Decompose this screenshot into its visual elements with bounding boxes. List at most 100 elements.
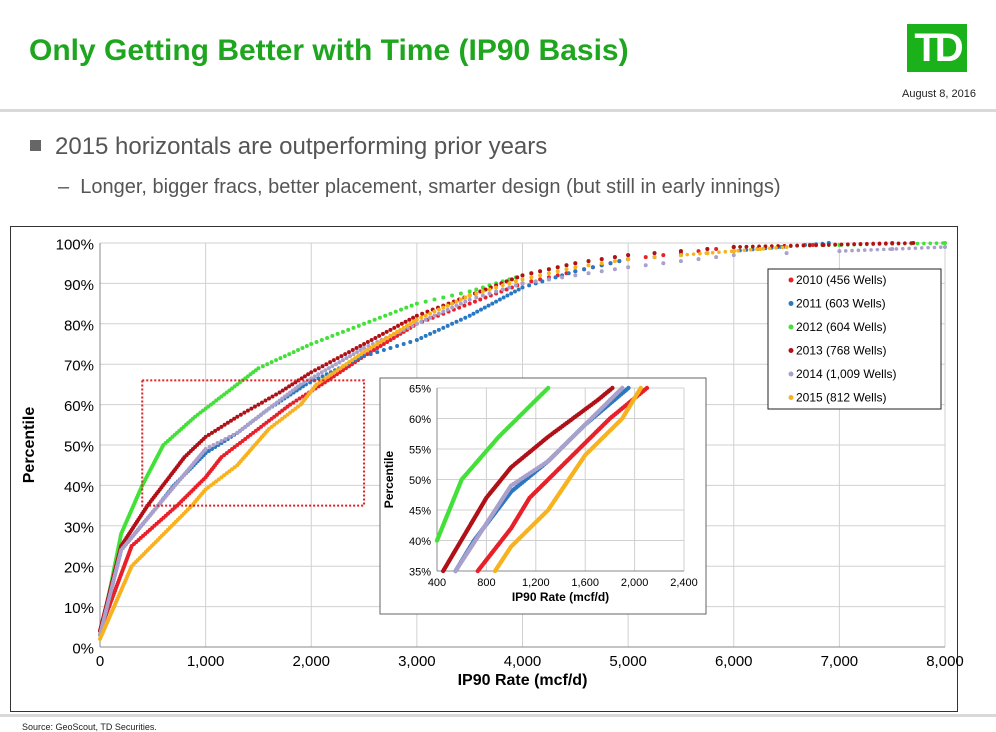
series-2015	[492, 385, 643, 574]
data-point	[723, 249, 728, 254]
data-point	[599, 269, 604, 274]
data-point	[520, 273, 525, 278]
header-divider	[0, 109, 996, 112]
data-point	[269, 360, 274, 365]
data-point	[501, 295, 506, 300]
data-point	[408, 321, 413, 326]
data-point	[801, 243, 806, 248]
data-point	[738, 245, 742, 249]
data-point	[232, 416, 237, 421]
data-point	[546, 277, 551, 282]
data-point	[328, 360, 333, 365]
data-point	[529, 279, 534, 284]
data-point	[520, 285, 525, 290]
data-point	[833, 242, 837, 247]
data-point	[423, 299, 428, 304]
x-tick-label: 0	[96, 653, 104, 670]
legend-label: 2014 (1,009 Wells)	[796, 367, 897, 381]
x-axis-title: IP90 Rate (mcf/d)	[512, 590, 609, 604]
legend-marker	[788, 348, 794, 353]
x-tick-label: 5,000	[609, 653, 647, 670]
data-point	[259, 400, 264, 405]
data-point	[326, 374, 331, 379]
data-point	[573, 261, 578, 266]
y-tick-label: 70%	[64, 358, 94, 375]
y-tick-label: 90%	[64, 277, 94, 294]
bullet-dash: –	[58, 176, 70, 198]
x-tick-label: 4,000	[504, 653, 542, 670]
data-point	[373, 335, 378, 340]
data-point	[256, 402, 261, 407]
data-point	[839, 242, 844, 247]
data-point	[520, 277, 525, 282]
data-point	[298, 382, 303, 387]
data-point	[362, 346, 367, 351]
data-point	[545, 385, 551, 391]
data-point	[358, 348, 363, 353]
data-point	[573, 269, 578, 274]
y-tick-label: 45%	[409, 506, 431, 518]
data-point	[354, 346, 359, 351]
data-point	[401, 325, 406, 330]
legend-label: 2013 (768 Wells)	[796, 344, 887, 358]
x-tick-label: 2,000	[621, 577, 649, 589]
data-point	[714, 247, 719, 252]
data-point	[714, 255, 719, 260]
data-point	[351, 325, 356, 330]
y-tick-label: 20%	[64, 560, 94, 577]
legend-marker	[788, 301, 794, 306]
data-point	[265, 362, 270, 367]
data-point	[282, 354, 287, 359]
data-point	[717, 250, 721, 255]
data-point	[480, 293, 485, 298]
data-point	[333, 362, 338, 367]
bullet-main: 2015 horizontals are outperforming prior…	[30, 133, 547, 161]
data-point	[540, 279, 545, 284]
data-point	[215, 440, 220, 445]
data-point	[330, 333, 335, 338]
data-point	[509, 291, 514, 296]
data-point	[330, 364, 335, 369]
data-point	[474, 295, 479, 300]
data-point	[356, 354, 361, 359]
data-point	[392, 325, 397, 330]
data-point	[213, 428, 218, 433]
data-point	[827, 243, 831, 247]
data-point	[808, 243, 812, 248]
data-point	[231, 432, 236, 437]
data-point	[696, 257, 701, 262]
data-point	[520, 281, 525, 286]
x-tick-label: 2,000	[292, 653, 330, 670]
data-point	[428, 311, 433, 316]
data-point	[698, 251, 702, 256]
data-point	[320, 374, 325, 379]
data-point	[463, 295, 468, 300]
data-point	[678, 259, 683, 264]
x-axis-title: IP90 Rate (mcf/d)	[458, 672, 588, 689]
x-tick-label: 1,200	[522, 577, 550, 589]
data-point	[538, 269, 543, 274]
data-point	[419, 335, 424, 340]
data-point	[314, 339, 319, 344]
data-point	[362, 321, 367, 326]
data-point	[209, 430, 214, 435]
data-point	[856, 248, 861, 253]
data-point	[377, 315, 382, 320]
data-point	[652, 251, 657, 256]
data-point	[850, 248, 854, 253]
data-point	[938, 245, 943, 250]
data-point	[338, 366, 343, 371]
data-point	[450, 301, 455, 306]
slide-title: Only Getting Better with Time (IP90 Basi…	[29, 34, 629, 67]
data-point	[507, 281, 512, 286]
x-tick-label: 800	[477, 577, 495, 589]
data-point	[758, 247, 763, 252]
data-point	[729, 249, 734, 254]
data-point	[564, 263, 569, 268]
data-point	[388, 327, 393, 332]
data-point	[516, 287, 521, 292]
data-point	[378, 344, 383, 349]
data-point	[381, 337, 386, 342]
series-2010	[98, 241, 895, 633]
series-2010	[475, 385, 650, 574]
